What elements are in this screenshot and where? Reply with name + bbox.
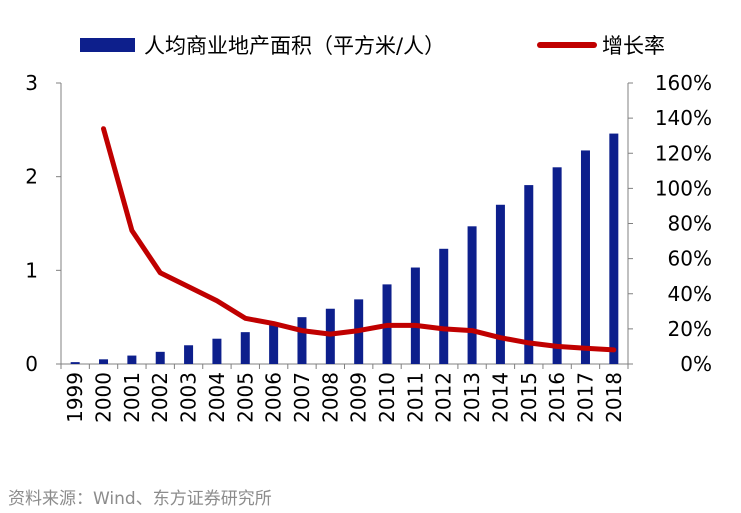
bar <box>70 362 80 364</box>
x-tick-label: 2000 <box>92 372 116 423</box>
growth-rate-line <box>101 126 617 353</box>
bar <box>127 355 137 364</box>
y-right-tick-label: 80% <box>668 212 712 236</box>
bar <box>410 267 420 364</box>
y-left-tick-label: 1 <box>25 258 38 282</box>
axes <box>56 82 633 369</box>
y-left-tick-label: 2 <box>25 165 38 189</box>
x-tick-label: 2015 <box>517 372 541 423</box>
y-right-tick-label: 160% <box>655 71 712 95</box>
x-tick-label: 2003 <box>177 372 201 423</box>
bar <box>184 345 194 364</box>
bar <box>524 185 534 364</box>
y-right-tick-label: 20% <box>668 317 712 341</box>
line-series <box>101 126 617 353</box>
y-left-tick-label: 3 <box>25 71 38 95</box>
bar <box>240 332 250 364</box>
y-left-tick-label: 0 <box>25 352 38 376</box>
bar <box>609 133 619 364</box>
x-tick-label: 2007 <box>290 372 314 423</box>
bar <box>580 150 590 364</box>
x-tick-label: 2011 <box>403 372 427 423</box>
legend-swatch-bar <box>80 38 135 52</box>
y-right-tick-label: 100% <box>655 176 712 200</box>
bar-series <box>70 133 619 364</box>
x-tick-label: 2004 <box>205 372 229 423</box>
x-tick-label: 2008 <box>318 372 342 423</box>
x-tick-label: 1999 <box>63 372 87 423</box>
legend-label-bar: 人均商业地产面积（平方米/人） <box>144 34 445 58</box>
x-tick-label: 2010 <box>375 372 399 423</box>
y-right-tick-label: 120% <box>655 141 712 165</box>
x-tick-label: 2017 <box>574 372 598 423</box>
y-right-tick-label: 40% <box>668 282 712 306</box>
bar <box>297 317 307 364</box>
bar <box>212 338 222 364</box>
bar <box>269 324 279 364</box>
source-note: 资料来源：Wind、东方证券研究所 <box>8 489 272 509</box>
legend: 人均商业地产面积（平方米/人） 增长率 <box>80 34 665 58</box>
bar <box>439 248 449 364</box>
bar <box>99 359 109 364</box>
bar <box>495 204 505 364</box>
x-tick-label: 2014 <box>488 372 512 423</box>
legend-label-line: 增长率 <box>602 34 665 58</box>
x-tick-label: 2006 <box>262 372 286 423</box>
y-right-tick-label: 140% <box>655 106 712 130</box>
bar <box>155 351 165 364</box>
x-tick-label: 2001 <box>120 372 144 423</box>
x-tick-label: 2013 <box>460 372 484 423</box>
bar <box>467 226 477 364</box>
y-right-tick-label: 60% <box>668 247 712 271</box>
bar <box>552 167 562 364</box>
x-tick-label: 2002 <box>148 372 172 423</box>
x-tick-label: 2018 <box>602 372 626 423</box>
y-right-tick-label: 0% <box>680 352 712 376</box>
x-tick-label: 2005 <box>233 372 257 423</box>
x-tick-label: 2012 <box>432 372 456 423</box>
x-tick-label: 2016 <box>545 372 569 423</box>
x-tick-label: 2009 <box>347 372 371 423</box>
